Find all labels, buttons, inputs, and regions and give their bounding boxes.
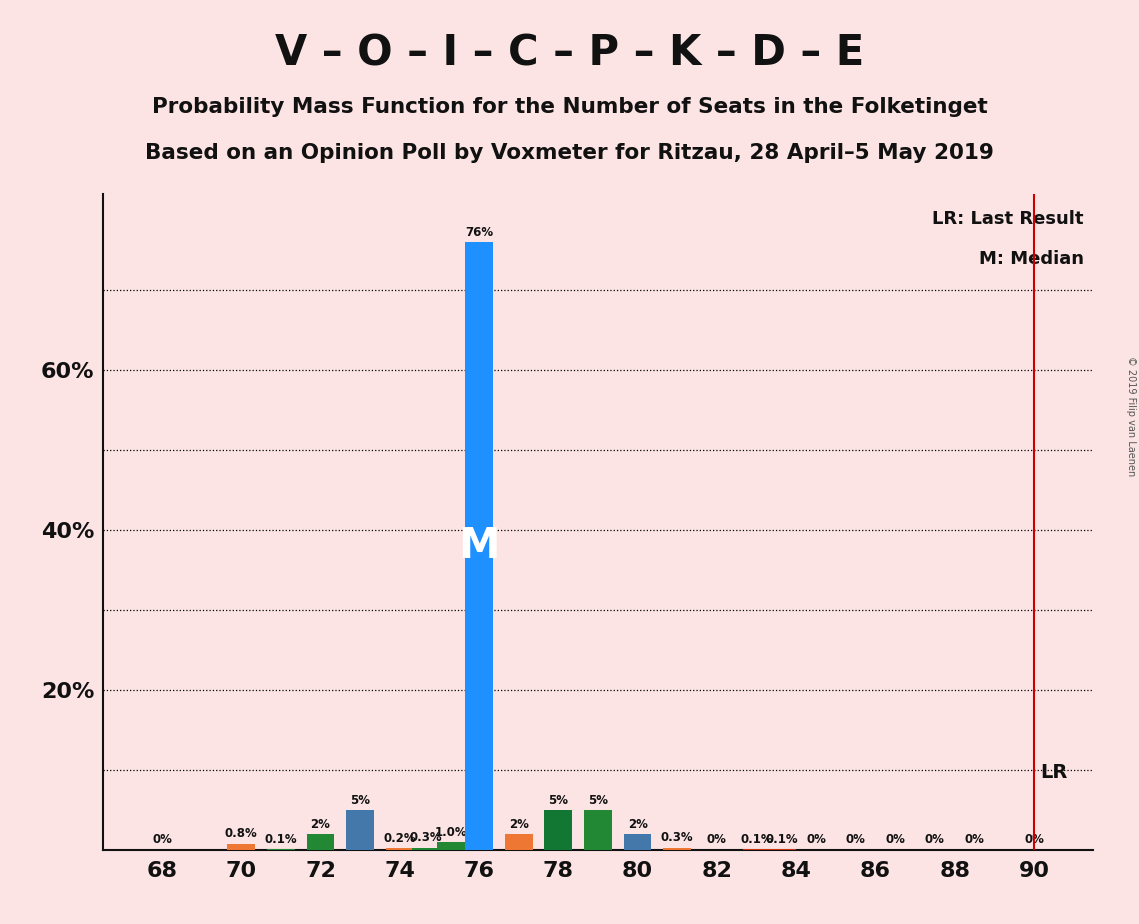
Text: 0.1%: 0.1% xyxy=(740,833,773,846)
Text: M: M xyxy=(458,525,500,567)
Text: 0.2%: 0.2% xyxy=(384,833,416,845)
Text: 0.3%: 0.3% xyxy=(409,832,442,845)
Bar xyxy=(544,810,572,850)
Bar xyxy=(663,847,691,850)
Text: 0%: 0% xyxy=(845,833,866,846)
Text: 0%: 0% xyxy=(965,833,984,846)
Text: 1.0%: 1.0% xyxy=(435,826,468,839)
Bar xyxy=(465,242,493,850)
Text: 0.3%: 0.3% xyxy=(661,832,694,845)
Text: 2%: 2% xyxy=(628,818,648,831)
Text: © 2019 Filip van Laenen: © 2019 Filip van Laenen xyxy=(1126,356,1136,476)
Bar xyxy=(437,842,465,850)
Text: LR: LR xyxy=(1040,763,1067,783)
Text: 2%: 2% xyxy=(311,818,330,831)
Text: 0%: 0% xyxy=(1024,833,1044,846)
Bar xyxy=(624,834,652,850)
Text: Probability Mass Function for the Number of Seats in the Folketinget: Probability Mass Function for the Number… xyxy=(151,97,988,117)
Bar xyxy=(411,847,440,850)
Text: 0%: 0% xyxy=(707,833,727,846)
Text: LR: Last Result: LR: Last Result xyxy=(932,211,1083,228)
Text: 0%: 0% xyxy=(806,833,826,846)
Bar xyxy=(346,810,374,850)
Text: V – O – I – C – P – K – D – E: V – O – I – C – P – K – D – E xyxy=(274,32,865,74)
Text: 0%: 0% xyxy=(925,833,945,846)
Text: 0.1%: 0.1% xyxy=(765,833,798,846)
Bar xyxy=(386,848,413,850)
Text: 0%: 0% xyxy=(151,833,172,846)
Text: 0.1%: 0.1% xyxy=(264,833,297,846)
Text: Based on an Opinion Poll by Voxmeter for Ritzau, 28 April–5 May 2019: Based on an Opinion Poll by Voxmeter for… xyxy=(145,143,994,164)
Text: 5%: 5% xyxy=(588,794,608,807)
Bar xyxy=(306,834,335,850)
Text: M: Median: M: Median xyxy=(978,249,1083,268)
Text: 0.8%: 0.8% xyxy=(224,828,257,841)
Text: 2%: 2% xyxy=(509,818,528,831)
Bar xyxy=(505,834,533,850)
Text: 0%: 0% xyxy=(885,833,906,846)
Text: 76%: 76% xyxy=(465,225,493,238)
Bar xyxy=(228,844,255,850)
Bar xyxy=(584,810,612,850)
Text: 5%: 5% xyxy=(548,794,568,807)
Text: 5%: 5% xyxy=(350,794,370,807)
